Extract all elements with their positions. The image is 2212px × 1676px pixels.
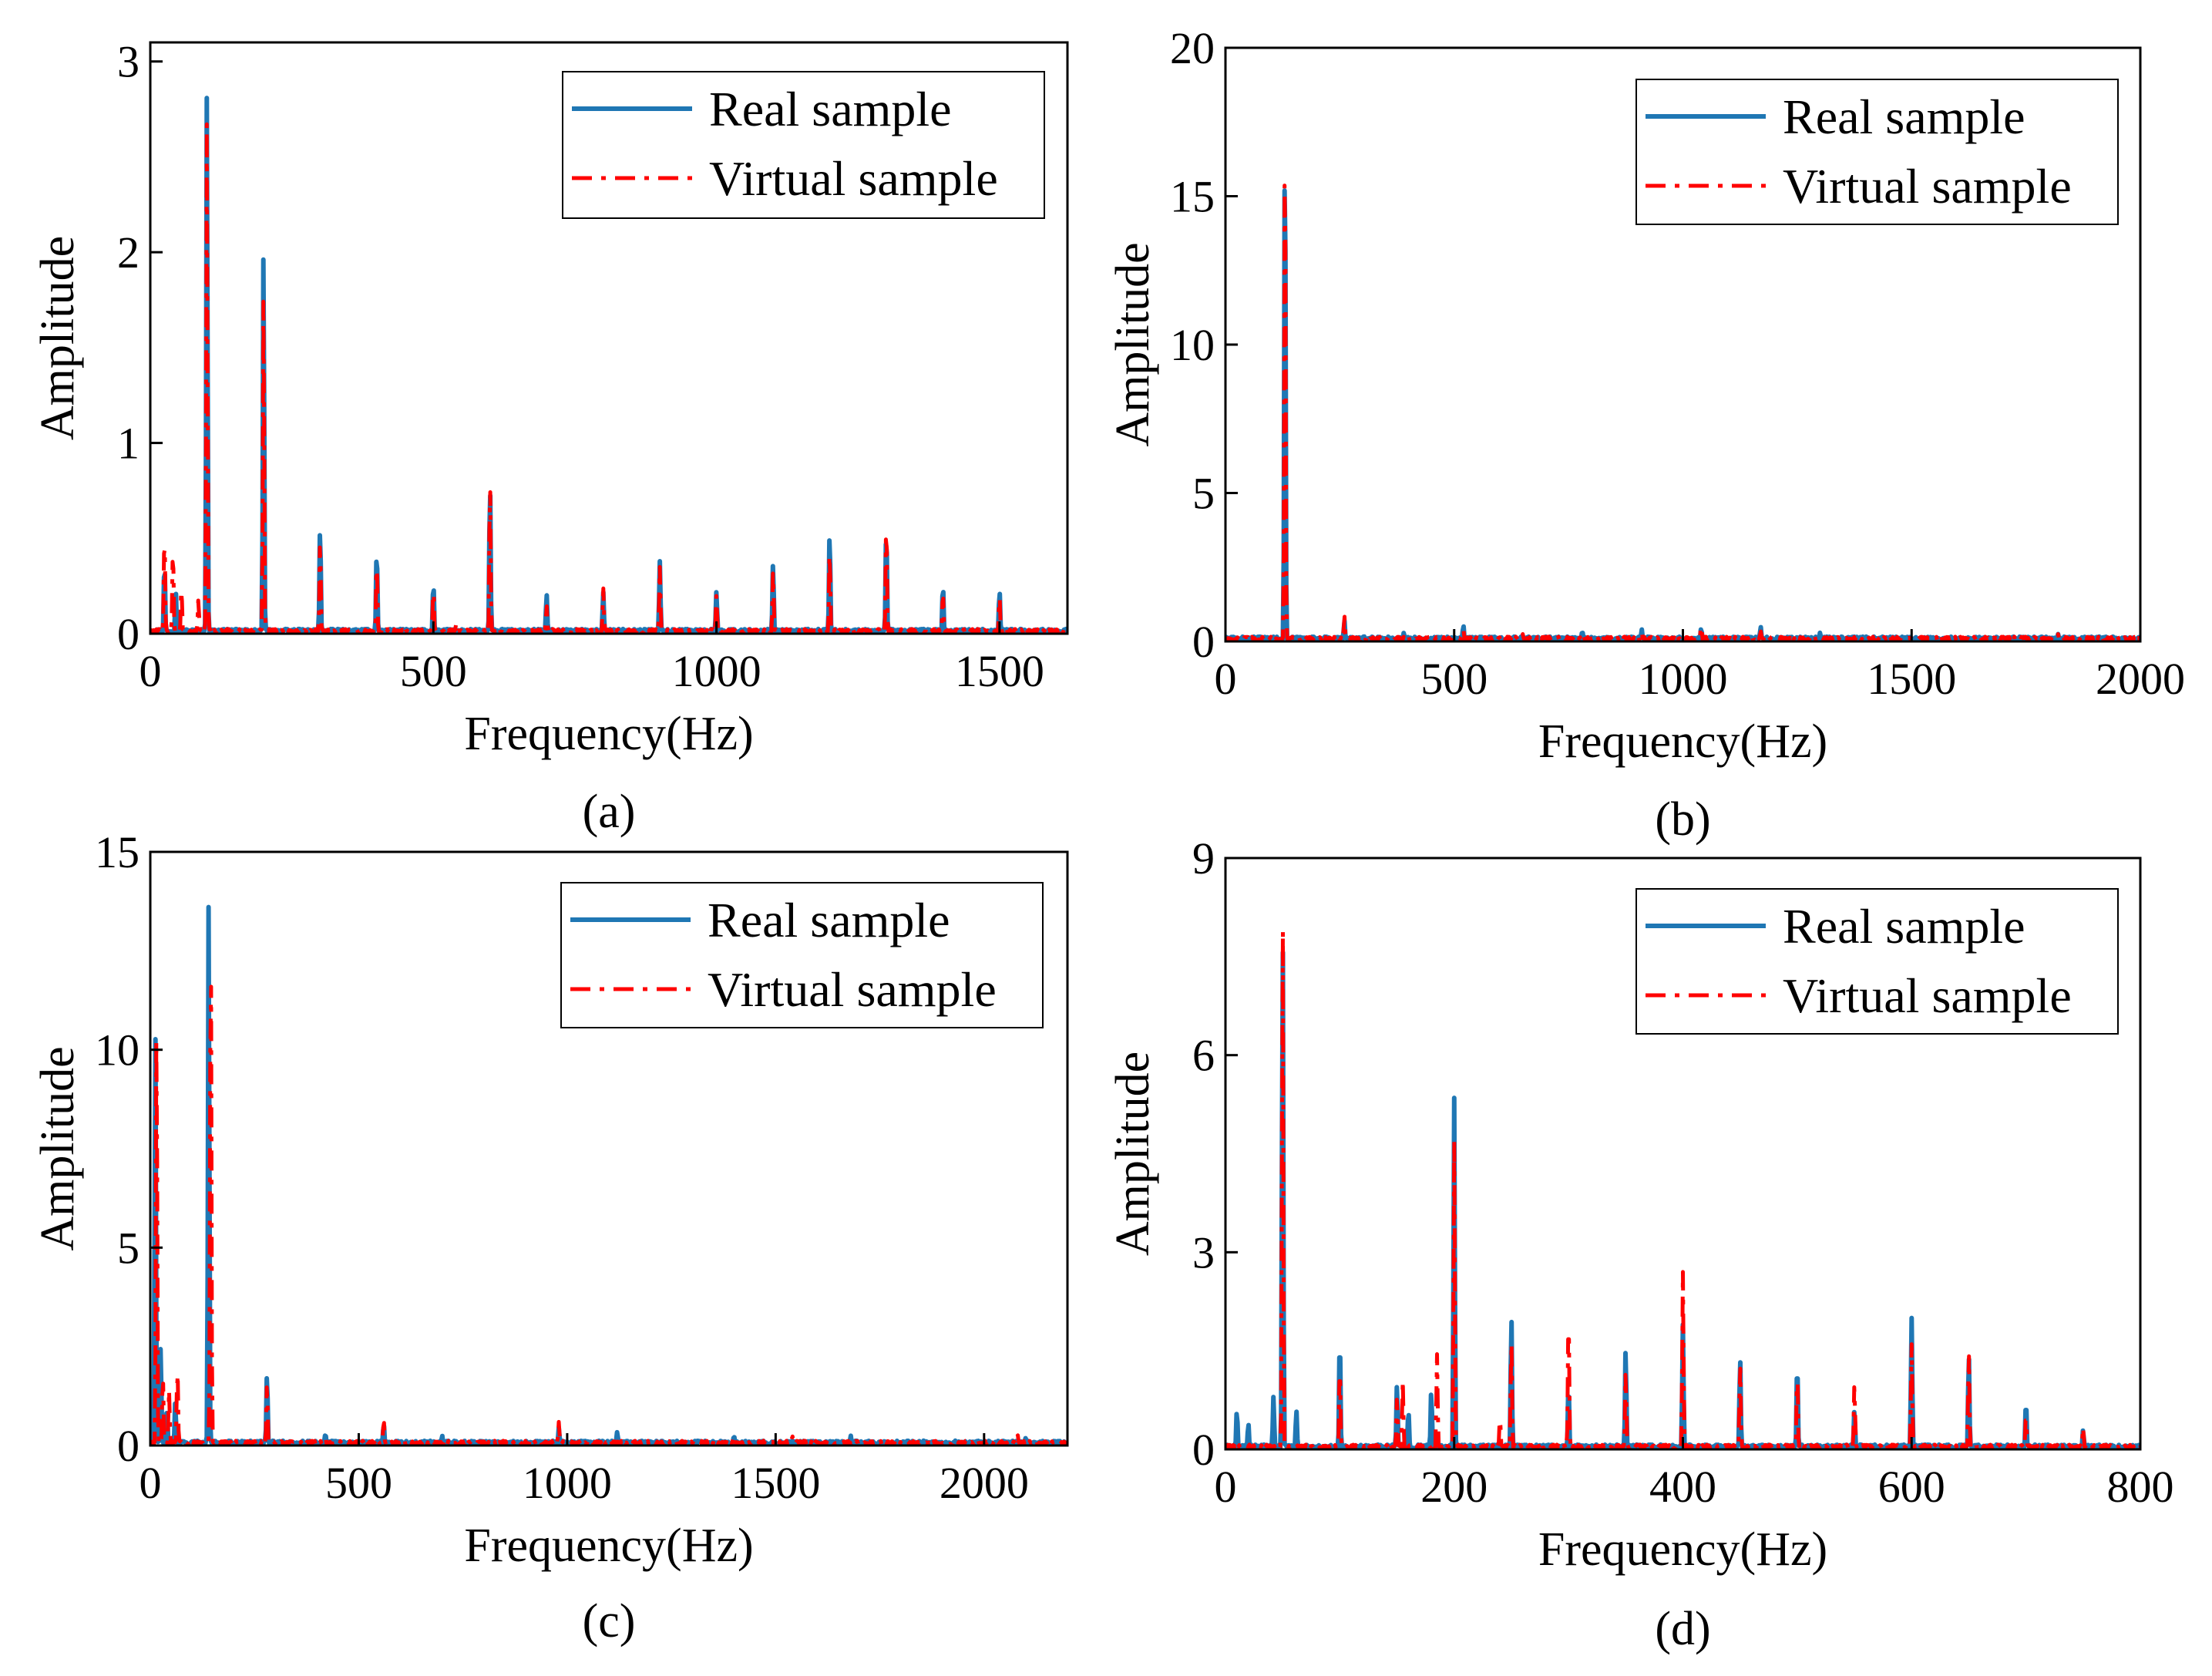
y-tick-label: 10 xyxy=(95,1025,140,1075)
x-tick-label: 0 xyxy=(140,1458,162,1508)
series-group xyxy=(150,96,1067,634)
x-tick-label: 1000 xyxy=(523,1458,612,1508)
y-tick-label: 5 xyxy=(117,1223,140,1273)
legend: Real sample Virtual sample xyxy=(1635,888,2119,1035)
virtual-sample-line xyxy=(1225,183,2140,641)
panel-caption: (d) xyxy=(1655,1603,1710,1655)
legend-virtual-label: Virtual sample xyxy=(1783,968,2072,1023)
legend-box xyxy=(562,71,1045,219)
y-tick-label: 15 xyxy=(1170,172,1215,222)
y-tick-label: 2 xyxy=(117,227,140,278)
real-sample-line xyxy=(1225,188,2140,641)
x-tick-label: 1000 xyxy=(1639,654,1728,704)
x-tick-label: 1500 xyxy=(731,1458,820,1508)
panel-caption: (b) xyxy=(1655,793,1710,846)
x-tick-label: 500 xyxy=(325,1458,392,1508)
x-tick-label: 1500 xyxy=(1867,654,1956,704)
y-axis-label: Amplitude xyxy=(32,236,84,440)
x-tick-label: 500 xyxy=(400,646,467,696)
x-axis-label: Frequency(Hz) xyxy=(1538,1523,1827,1576)
series-group xyxy=(1225,928,2140,1449)
y-axis-label: Amplitude xyxy=(1107,1052,1159,1256)
legend: Real sample Virtual sample xyxy=(1635,79,2119,225)
legend-virtual-label: Virtual sample xyxy=(1783,159,2072,214)
legend-box xyxy=(1635,79,2119,225)
virtual-sample-line xyxy=(150,984,1067,1445)
x-tick-label: 1000 xyxy=(672,646,761,696)
panel-caption: (a) xyxy=(583,786,636,838)
x-tick-label: 400 xyxy=(1649,1462,1716,1512)
virtual-sample-line xyxy=(150,122,1067,634)
x-axis-label: Frequency(Hz) xyxy=(464,1520,753,1572)
legend-real-label: Real sample xyxy=(1783,89,2025,144)
x-tick-label: 0 xyxy=(140,646,162,696)
y-tick-label: 0 xyxy=(117,609,140,659)
y-tick-label: 6 xyxy=(1192,1031,1215,1081)
x-tick-label: 2000 xyxy=(940,1458,1029,1508)
legend: Real sample Virtual sample xyxy=(562,71,1045,219)
x-axis-label: Frequency(Hz) xyxy=(1538,715,1827,768)
panel-b: 0 500 1000 1500 2000 0 5 10 15 20 Frequency(Hz) Amp… xyxy=(1107,23,2185,846)
x-tick-label: 800 xyxy=(2107,1462,2174,1512)
y-tick-label: 1 xyxy=(117,419,140,469)
y-axis-label: Amplitude xyxy=(32,1046,84,1250)
series-group xyxy=(1225,183,2140,641)
x-axis-label: Frequency(Hz) xyxy=(464,708,753,760)
plot-frame xyxy=(149,850,1069,1447)
legend: Real sample Virtual sample xyxy=(560,882,1044,1028)
y-tick-label: 3 xyxy=(117,37,140,87)
x-tick-label: 2000 xyxy=(2096,654,2185,704)
panel-a: 0 500 1000 1500 0 1 2 3 Frequency(Hz) Amplitude (a… xyxy=(32,37,1069,838)
y-tick-label: 5 xyxy=(1192,469,1215,519)
legend-real-label: Real sample xyxy=(708,893,950,947)
legend-box xyxy=(1635,888,2119,1035)
legend-box xyxy=(560,882,1044,1028)
y-tick-label: 3 xyxy=(1192,1227,1215,1277)
x-tick-label: 600 xyxy=(1878,1462,1945,1512)
x-tick-label: 200 xyxy=(1420,1462,1488,1512)
y-tick-label: 0 xyxy=(1192,1425,1215,1475)
plot-frame xyxy=(149,41,1069,635)
legend-real-label: Real sample xyxy=(1783,899,2025,954)
virtual-sample-line xyxy=(1225,928,2140,1449)
legend-virtual-label: Virtual sample xyxy=(708,962,997,1017)
y-tick-label: 20 xyxy=(1170,23,1215,73)
panel-caption: (c) xyxy=(583,1595,636,1647)
legend-real-label: Real sample xyxy=(709,82,952,136)
y-tick-label: 9 xyxy=(1192,833,1215,883)
y-tick-label: 10 xyxy=(1170,320,1215,370)
x-tick-label: 0 xyxy=(1215,1462,1237,1512)
series-group xyxy=(150,904,1067,1445)
legend-virtual-label: Virtual sample xyxy=(709,151,998,206)
y-tick-label: 15 xyxy=(95,827,140,877)
panel-c: 0 500 1000 1500 2000 0 5 10 15 Frequency(Hz) Ampli… xyxy=(32,827,1069,1647)
y-axis-label: Amplitude xyxy=(1107,242,1159,446)
x-tick-label: 0 xyxy=(1215,654,1237,704)
x-tick-label: 500 xyxy=(1420,654,1488,704)
x-tick-label: 1500 xyxy=(955,646,1044,696)
y-tick-label: 0 xyxy=(117,1421,140,1471)
y-tick-label: 0 xyxy=(1192,617,1215,667)
panel-d: 0 200 400 600 800 0 3 6 9 Frequency(Hz) Amplitude (… xyxy=(1107,833,2174,1655)
